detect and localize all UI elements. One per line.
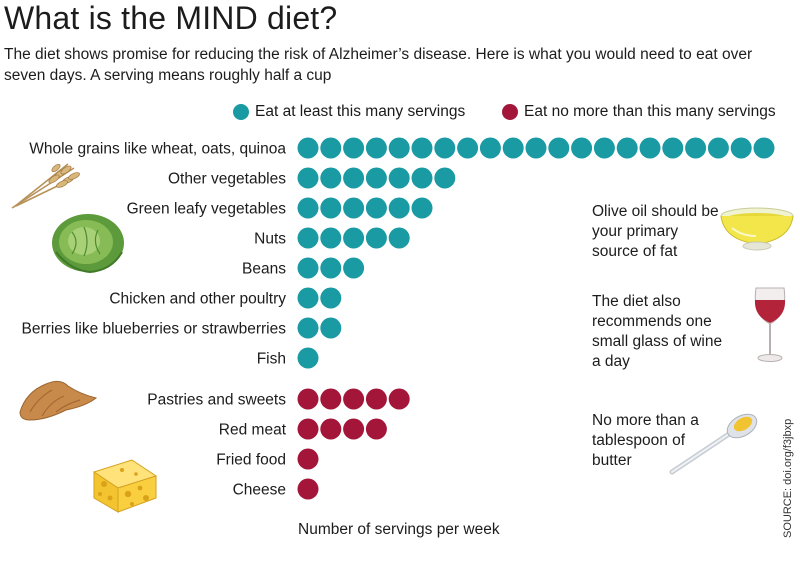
serving-dot-min: [730, 137, 752, 159]
serving-dot-max: [297, 448, 319, 470]
serving-dot-min: [343, 167, 365, 189]
serving-dot-min: [320, 227, 342, 249]
serving-dot-min: [320, 287, 342, 309]
serving-dot-min: [388, 137, 410, 159]
category-label: Fried food: [216, 452, 286, 469]
serving-dot-min: [343, 137, 365, 159]
serving-dot-max: [297, 478, 319, 500]
wine-glass-icon: [754, 287, 786, 362]
serving-dot-max: [320, 388, 342, 410]
butter-note: No more than a tablespoon of butter: [592, 412, 699, 469]
serving-dot-min: [320, 167, 342, 189]
serving-dot-min: [639, 137, 661, 159]
serving-dot-min: [388, 227, 410, 249]
cabbage-icon: [52, 214, 124, 274]
olive-oil-bowl-icon: [720, 207, 794, 251]
cheese-icon: [92, 459, 158, 513]
category-label: Cheese: [233, 482, 286, 499]
legend-max-label: Eat no more than this many servings: [524, 103, 776, 120]
serving-dot-min: [571, 137, 593, 159]
olive-oil-note: Olive oil should be your primary source …: [592, 203, 719, 260]
serving-dot-min: [662, 137, 684, 159]
serving-dot-min: [479, 137, 501, 159]
chart-title: What is the MIND diet?: [4, 0, 338, 36]
serving-dot-max: [343, 418, 365, 440]
category-label: Chicken and other poultry: [109, 291, 286, 308]
serving-dot-min: [388, 167, 410, 189]
serving-dot-min: [320, 317, 342, 339]
serving-dot-min: [343, 257, 365, 279]
serving-dot-min: [616, 137, 638, 159]
legend-min: Eat at least this many servings: [233, 103, 465, 121]
serving-dot-max: [343, 388, 365, 410]
category-label: Beans: [242, 261, 286, 278]
chart-subtitle: The diet shows promise for reducing the …: [4, 46, 753, 84]
serving-dot-max: [297, 418, 319, 440]
wine-note: The diet also recommends one small glass…: [592, 293, 723, 370]
serving-dot-min: [548, 137, 570, 159]
x-axis-label: Number of servings per week: [298, 521, 500, 538]
serving-dot-min: [411, 137, 433, 159]
serving-dot-min: [411, 167, 433, 189]
category-label: Pastries and sweets: [147, 392, 286, 409]
serving-dot-min: [297, 347, 319, 369]
serving-dot-min: [365, 137, 387, 159]
serving-dot-min: [502, 137, 524, 159]
serving-dot-min: [457, 137, 479, 159]
serving-dot-min: [365, 197, 387, 219]
legend-min-swatch: [233, 104, 249, 120]
category-label: Red meat: [219, 422, 287, 439]
serving-dot-min: [434, 137, 456, 159]
legend-max: Eat no more than this many servings: [502, 103, 776, 121]
serving-dot-min: [297, 227, 319, 249]
serving-dot-min: [525, 137, 547, 159]
serving-dot-min: [707, 137, 729, 159]
serving-dot-min: [320, 257, 342, 279]
legend-min-label: Eat at least this many servings: [255, 103, 466, 120]
category-label: Nuts: [254, 231, 286, 248]
serving-dot-max: [320, 418, 342, 440]
serving-dot-max: [365, 388, 387, 410]
source-credit: SOURCE: doi.org/f3jbxp: [782, 418, 794, 538]
legend-max-swatch: [502, 104, 518, 120]
serving-dot-min: [297, 257, 319, 279]
category-label: Berries like blueberries or strawberries: [22, 321, 287, 338]
serving-dot-min: [297, 197, 319, 219]
serving-dot-min: [297, 287, 319, 309]
serving-dot-min: [685, 137, 707, 159]
wheat-icon: [11, 163, 80, 209]
serving-dot-min: [343, 227, 365, 249]
serving-dot-min: [297, 137, 319, 159]
serving-dot-max: [297, 388, 319, 410]
serving-dot-min: [388, 197, 410, 219]
serving-dot-min: [297, 317, 319, 339]
serving-dot-min: [320, 197, 342, 219]
category-label: Green leafy vegetables: [127, 201, 287, 218]
butter-spoon-icon: [669, 413, 758, 475]
serving-dot-min: [593, 137, 615, 159]
category-label: Whole grains like wheat, oats, quinoa: [29, 141, 286, 158]
serving-dot-min: [365, 227, 387, 249]
serving-dot-max: [388, 388, 410, 410]
pastry-icon: [19, 380, 98, 421]
serving-dot-min: [343, 197, 365, 219]
serving-dot-min: [297, 167, 319, 189]
serving-dot-min: [434, 167, 456, 189]
serving-dot-max: [365, 418, 387, 440]
serving-dot-min: [365, 167, 387, 189]
serving-dot-min: [753, 137, 775, 159]
serving-dot-min: [320, 137, 342, 159]
serving-dot-min: [411, 197, 433, 219]
category-label: Fish: [257, 351, 286, 368]
category-label: Other vegetables: [168, 171, 286, 188]
